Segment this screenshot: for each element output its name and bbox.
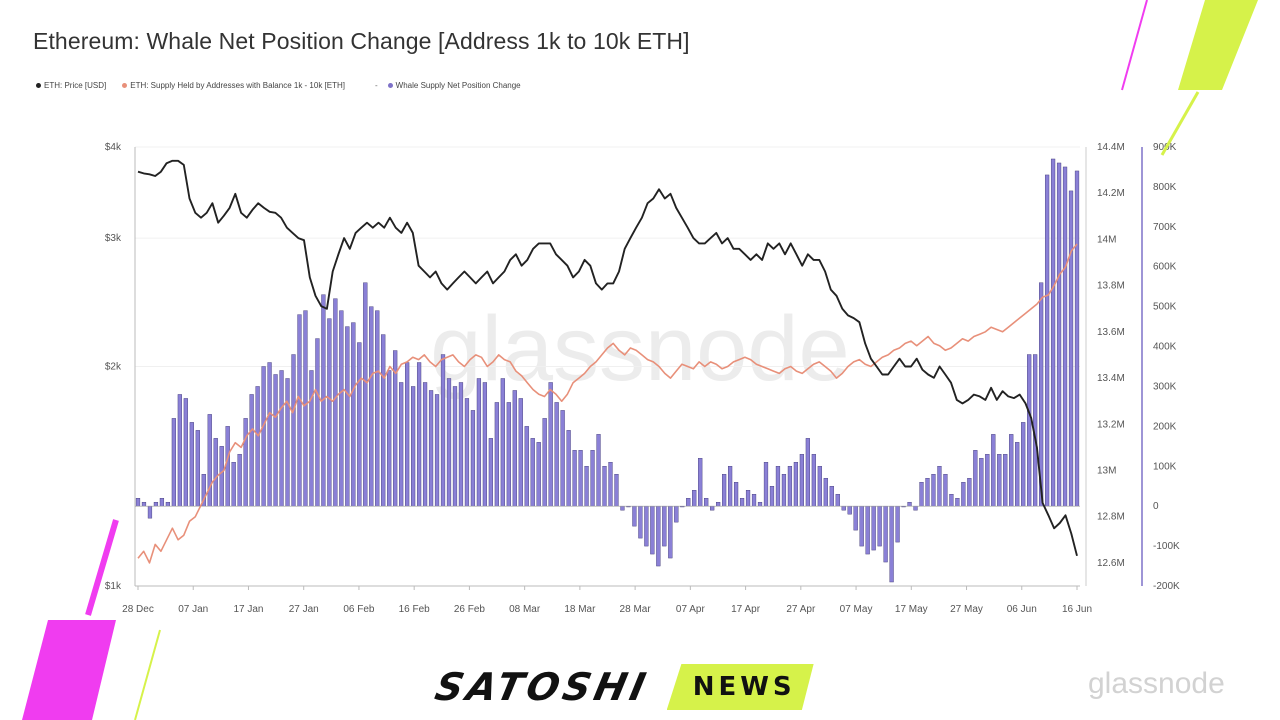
brand-tag-box: NEWS — [666, 664, 814, 710]
legend-item-price: ETH: Price [USD] — [36, 81, 106, 90]
y-mid-tick-label: 13.2M — [1097, 419, 1125, 430]
x-tick-label: 07 May — [840, 604, 873, 615]
y-mid-tick-label: 13.6M — [1097, 327, 1125, 338]
satoshi-news-logo: SATOSHI NEWS — [431, 664, 814, 710]
y-right-tick-label: 700K — [1153, 222, 1177, 233]
glassnode-watermark: glassnode — [1088, 667, 1225, 700]
y-right-tick-label: -100K — [1153, 541, 1180, 552]
x-tick-label: 07 Apr — [676, 604, 706, 615]
x-tick-label: 06 Jun — [1007, 604, 1037, 615]
y-left-tick-label: $1k — [105, 581, 122, 592]
lime-line-top-right — [1160, 91, 1200, 156]
brand-name: SATOSHI — [431, 665, 654, 709]
y-mid-tick-label: 13.4M — [1097, 373, 1125, 384]
y-mid-tick-label: 13M — [1097, 465, 1116, 476]
y-mid-tick-label: 14M — [1097, 234, 1116, 245]
y-right-tick-label: 100K — [1153, 461, 1177, 472]
x-tick-label: 17 Apr — [731, 604, 761, 615]
x-tick-label: 06 Feb — [343, 604, 375, 615]
y-mid-tick-label: 12.8M — [1097, 512, 1125, 523]
chart-title: Ethereum: Whale Net Position Change [Add… — [33, 28, 690, 54]
y-right-tick-label: 400K — [1153, 342, 1177, 353]
pink-line-bottom-left — [85, 519, 119, 616]
x-tick-label: 16 Feb — [399, 604, 431, 615]
x-tick-label: 18 Mar — [564, 604, 596, 615]
legend-label-net-change: Whale Supply Net Position Change — [395, 81, 521, 90]
legend-label-supply: ETH: Supply Held by Addresses with Balan… — [130, 81, 345, 90]
y-right-tick-label: 500K — [1153, 302, 1177, 313]
x-tick-label: 27 May — [950, 604, 983, 615]
y-right-tick-label: 300K — [1153, 381, 1177, 392]
legend-item-supply: ETH: Supply Held by Addresses with Balan… — [122, 81, 345, 90]
x-tick-label: 08 Mar — [509, 604, 541, 615]
legend-dot-price — [36, 83, 41, 88]
x-tick-label: 27 Jan — [289, 604, 319, 615]
background-watermark: glassnode — [430, 298, 849, 400]
x-tick-label: 28 Mar — [620, 604, 652, 615]
y-left-tick-label: $4k — [105, 142, 122, 153]
y-mid-tick-label: 13.8M — [1097, 281, 1125, 292]
y-right-tick-label: 800K — [1153, 182, 1177, 193]
legend-dot-supply — [122, 83, 128, 88]
line-price — [137, 159, 1078, 557]
y-right-tick-label: 600K — [1153, 262, 1177, 273]
chart-legend: ETH: Price [USD] ETH: Supply Held by Add… — [36, 81, 537, 90]
y-mid-tick-label: 12.6M — [1097, 558, 1125, 569]
x-tick-label: 07 Jan — [178, 604, 208, 615]
y-left-tick-label: $2k — [105, 362, 122, 373]
legend-label-price: ETH: Price [USD] — [44, 81, 107, 90]
lime-line-bottom-left — [134, 629, 161, 720]
y-right-tick-label: -200K — [1153, 581, 1180, 592]
y-right-tick-label: 200K — [1153, 421, 1177, 432]
y-mid-tick-label: 14.2M — [1097, 188, 1125, 199]
lime-stripe-top-right — [1178, 0, 1258, 90]
y-right-tick-label: 0 — [1153, 501, 1159, 512]
pink-line-top-right — [1121, 0, 1148, 91]
legend-separator: - — [375, 81, 378, 90]
brand-tag: NEWS — [692, 672, 796, 702]
x-tick-label: 17 Jan — [233, 604, 263, 615]
y-mid-tick-label: 14.4M — [1097, 142, 1125, 153]
line-supply — [137, 243, 1078, 564]
legend-dot-net-change — [387, 83, 393, 88]
x-tick-label: 26 Feb — [454, 604, 486, 615]
x-tick-label: 28 Dec — [122, 604, 154, 615]
legend-item-net-change: Whale Supply Net Position Change — [387, 81, 521, 90]
pink-stripe-bottom-left — [22, 620, 116, 720]
x-tick-label: 27 Apr — [786, 604, 816, 615]
y-left-tick-label: $3k — [105, 233, 122, 244]
x-tick-label: 17 May — [895, 604, 928, 615]
x-tick-label: 16 Jun — [1062, 604, 1092, 615]
